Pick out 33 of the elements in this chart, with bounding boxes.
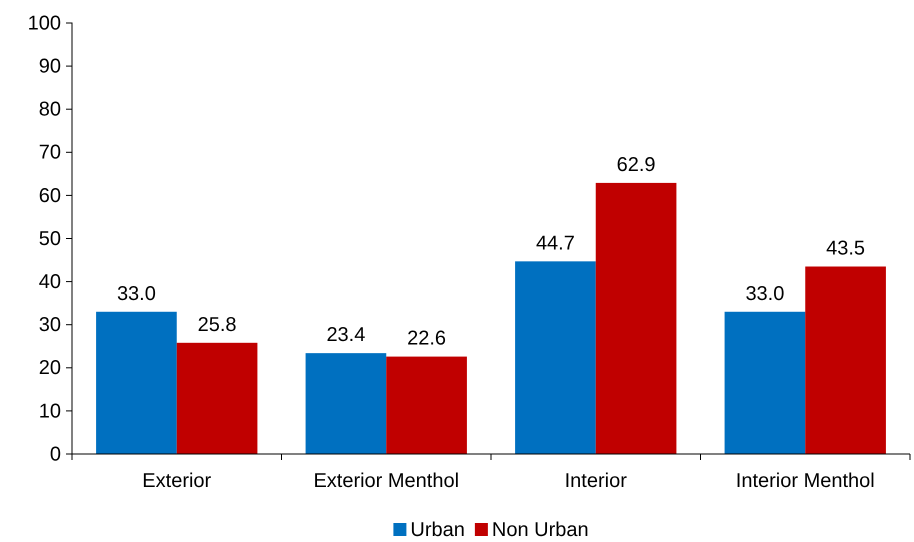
bar xyxy=(805,266,886,454)
legend-label: Non Urban xyxy=(492,519,589,541)
legend-label: Urban xyxy=(410,519,465,541)
data-label: 44.7 xyxy=(536,232,575,254)
bar xyxy=(596,182,676,454)
bar xyxy=(306,353,386,454)
bar xyxy=(176,342,258,454)
data-label: 62.9 xyxy=(616,154,656,176)
y-tick-label: 20 xyxy=(38,357,61,380)
y-tick-label: 10 xyxy=(38,400,61,422)
y-tick-label: 30 xyxy=(38,314,61,336)
y-tick-label: 70 xyxy=(38,142,61,164)
data-label: 23.4 xyxy=(326,324,366,346)
data-label: 33.0 xyxy=(116,282,156,305)
data-label: 22.6 xyxy=(407,328,446,350)
y-tick-label: 100 xyxy=(28,12,61,34)
y-tick-label: 0 xyxy=(50,443,61,466)
x-tick-label: Exterior xyxy=(142,470,212,492)
y-tick-label: 50 xyxy=(38,228,61,250)
bar xyxy=(515,261,596,454)
data-label: 43.5 xyxy=(826,238,866,260)
bar xyxy=(386,356,467,454)
y-tick-label: 60 xyxy=(38,184,61,207)
x-tick-label: Exterior Menthol xyxy=(313,470,460,492)
y-tick-label: 40 xyxy=(38,271,61,293)
x-tick-label: Interior xyxy=(564,470,628,492)
data-label: 25.8 xyxy=(198,314,237,336)
y-tick-label: 90 xyxy=(38,56,61,78)
data-label: 33.0 xyxy=(745,282,784,305)
bar xyxy=(724,312,806,454)
x-tick-label: Interior Menthol xyxy=(736,470,875,492)
y-tick-label: 80 xyxy=(38,98,61,121)
bar xyxy=(96,312,177,454)
